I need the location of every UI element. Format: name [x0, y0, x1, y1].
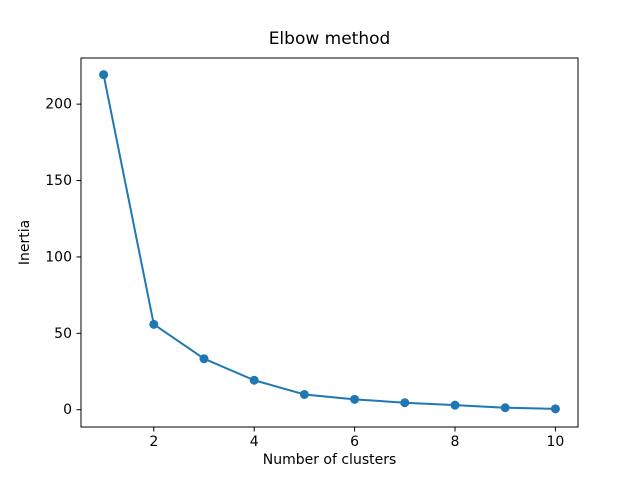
data-point-marker — [550, 404, 560, 414]
chart-title: Elbow method — [269, 29, 391, 49]
data-point-marker — [299, 389, 309, 399]
x-axis-ticks: 2 4 6 8 10 — [149, 427, 564, 450]
data-point-marker — [199, 354, 209, 364]
y-tick-label: 200 — [45, 97, 72, 113]
data-point-marker — [249, 375, 259, 385]
y-tick-label: 50 — [54, 326, 72, 342]
data-point-marker — [500, 403, 510, 413]
y-tick-label: 0 — [63, 402, 72, 418]
data-point-marker — [400, 398, 410, 408]
series-line — [102, 73, 557, 410]
y-axis-label: Inertia — [17, 220, 33, 265]
x-tick-label: 4 — [250, 434, 259, 450]
data-point-marker — [99, 70, 109, 80]
x-axis-label: Number of clusters — [263, 452, 397, 468]
y-tick-label: 150 — [45, 173, 72, 189]
y-axis-ticks: 0 50 100 150 200 — [45, 97, 81, 418]
data-point-marker — [149, 319, 159, 329]
x-tick-label: 10 — [546, 434, 564, 450]
x-tick-label: 8 — [451, 434, 460, 450]
y-tick-label: 100 — [45, 249, 72, 265]
data-point-marker — [450, 400, 460, 410]
x-tick-label: 6 — [350, 434, 359, 450]
inertia-series — [99, 70, 560, 414]
plot-frame — [80, 57, 579, 428]
data-point-marker — [350, 394, 360, 404]
x-tick-label: 2 — [149, 434, 158, 450]
